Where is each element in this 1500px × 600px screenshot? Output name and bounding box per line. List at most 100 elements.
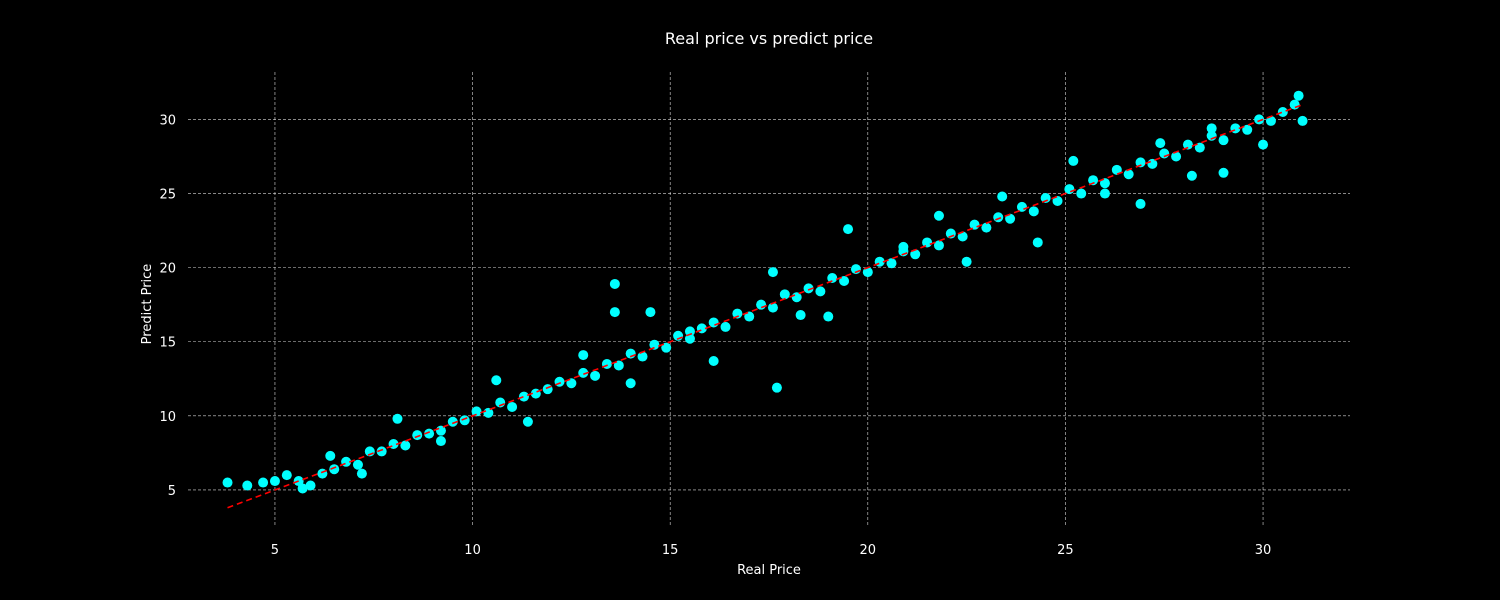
y-tick-label: 15 xyxy=(159,336,176,351)
scatter-point xyxy=(1155,138,1166,149)
scatter-point xyxy=(609,278,620,289)
scatter-point xyxy=(435,436,446,447)
x-axis-label: Real Price xyxy=(737,563,801,578)
scatter-point xyxy=(708,356,719,367)
scatter-point xyxy=(898,241,909,252)
y-axis-label: Predict Price xyxy=(140,264,155,345)
scatter-point xyxy=(459,415,470,426)
scatter-point xyxy=(862,267,873,278)
scatter-point xyxy=(297,483,308,494)
scatter-point xyxy=(779,289,790,300)
scatter-point xyxy=(356,468,367,479)
scatter-point xyxy=(1218,135,1229,146)
scatter-point xyxy=(1265,115,1276,126)
y-tick-label: 25 xyxy=(159,188,176,203)
scatter-point xyxy=(1076,188,1087,199)
scatter-point xyxy=(518,391,529,402)
scatter-point xyxy=(993,212,1004,223)
scatter-point xyxy=(1135,157,1146,168)
scatter-point xyxy=(578,367,589,378)
scatter-point xyxy=(590,370,601,381)
scatter-point xyxy=(957,231,968,242)
x-tick-label: 10 xyxy=(464,543,481,558)
scatter-point xyxy=(981,222,992,233)
x-tick-label: 25 xyxy=(1057,543,1074,558)
scatter-point xyxy=(1289,99,1300,110)
scatter-point xyxy=(767,302,778,313)
scatter-point xyxy=(997,191,1008,202)
scatter-points xyxy=(222,90,1308,494)
scatter-point xyxy=(507,401,518,412)
grid xyxy=(188,72,1350,527)
scatter-point xyxy=(1099,188,1110,199)
scatter-point xyxy=(613,360,624,371)
y-tick-label: 20 xyxy=(159,262,176,277)
scatter-point xyxy=(771,382,782,393)
scatter-point xyxy=(1171,151,1182,162)
scatter-point xyxy=(1111,164,1122,175)
scatter-point xyxy=(305,480,316,491)
x-tick-label: 20 xyxy=(860,543,877,558)
scatter-point xyxy=(732,308,743,319)
scatter-point xyxy=(392,413,403,424)
x-tick-label: 5 xyxy=(271,543,279,558)
scatter-point xyxy=(400,440,411,451)
scatter-point xyxy=(1052,195,1063,206)
scatter-point xyxy=(767,267,778,278)
scatter-point xyxy=(839,275,850,286)
scatter-point xyxy=(1242,124,1253,135)
scatter-point xyxy=(242,480,253,491)
scatter-point xyxy=(1005,213,1016,224)
scatter-point xyxy=(744,311,755,322)
scatter-point xyxy=(637,351,648,362)
scatter-point xyxy=(1099,178,1110,189)
scatter-point xyxy=(329,464,340,475)
y-tick-label: 30 xyxy=(159,113,176,128)
scatter-point xyxy=(352,459,363,470)
scatter-point xyxy=(1032,237,1043,248)
scatter-point xyxy=(1206,123,1217,134)
scatter-point xyxy=(803,283,814,294)
scatter-point xyxy=(412,430,423,441)
scatter-point xyxy=(325,450,336,461)
scatter-point xyxy=(1277,107,1288,118)
y-tick-label: 5 xyxy=(168,484,176,499)
scatter-point xyxy=(566,378,577,389)
scatter-point xyxy=(1186,170,1197,181)
scatter-point xyxy=(645,307,656,318)
x-axis-ticks: 5 10 15 20 25 30 xyxy=(271,543,1272,558)
reference-line-group xyxy=(227,103,1303,509)
scatter-point xyxy=(684,326,695,337)
chart-title: Real price vs predict price xyxy=(665,29,873,48)
scatter-point xyxy=(922,237,933,248)
scatter-point xyxy=(376,446,387,457)
scatter-point xyxy=(625,378,636,389)
x-tick-label: 15 xyxy=(662,543,679,558)
scatter-point xyxy=(1088,175,1099,186)
scatter-point xyxy=(424,428,435,439)
scatter-point xyxy=(483,407,494,418)
scatter-point xyxy=(684,333,695,344)
scatter-point xyxy=(522,416,533,427)
scatter-point xyxy=(281,470,292,481)
reference-line xyxy=(227,103,1303,509)
scatter-point xyxy=(1068,155,1079,166)
scatter-point xyxy=(720,321,731,332)
scatter-point xyxy=(886,258,897,269)
scatter-point xyxy=(1135,198,1146,209)
scatter-point xyxy=(269,476,280,487)
scatter-point xyxy=(491,375,502,386)
scatter-point xyxy=(1040,192,1051,203)
scatter-point xyxy=(649,339,660,350)
scatter-point xyxy=(756,299,767,310)
scatter-point xyxy=(661,342,672,353)
scatter-point xyxy=(1194,142,1205,153)
scatter-point xyxy=(1028,206,1039,217)
scatter-point xyxy=(827,273,838,284)
scatter-point xyxy=(961,256,972,267)
scatter-point xyxy=(843,224,854,235)
scatter-point xyxy=(1293,90,1304,101)
scatter-point xyxy=(795,310,806,321)
